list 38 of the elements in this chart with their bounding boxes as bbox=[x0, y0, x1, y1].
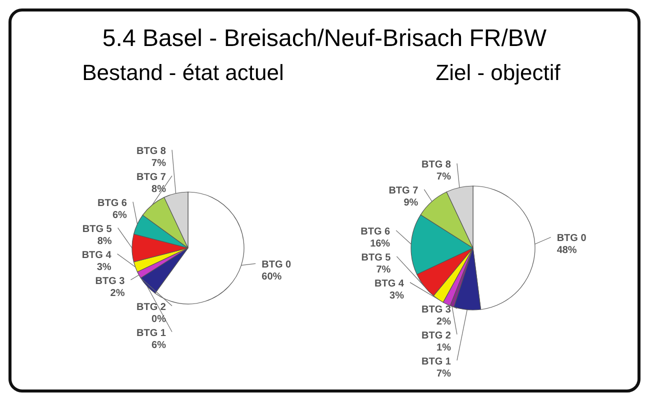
slice-label: BTG 1 bbox=[136, 328, 166, 339]
chart-subtitle: Bestand - état actuel bbox=[82, 60, 284, 85]
slice-label: BTG 5 bbox=[82, 224, 112, 235]
chart-title: 5.4 Basel - Breisach/Neuf-Brisach FR/BW bbox=[102, 25, 547, 52]
slice-label: BTG 2 bbox=[422, 330, 452, 342]
slice-label: BTG 8 bbox=[422, 159, 452, 170]
slice-label: BTG 3 bbox=[95, 276, 126, 287]
slice-label: BTG 6 bbox=[360, 226, 391, 238]
data-label: 1% bbox=[436, 342, 452, 354]
data-label: 6% bbox=[112, 210, 128, 221]
chart-subtitle: Ziel - objectif bbox=[436, 60, 562, 85]
slice-label: BTG 0 bbox=[262, 260, 292, 271]
slice-label: BTG 4 bbox=[374, 278, 404, 290]
data-label: 8% bbox=[97, 236, 112, 247]
data-label: 2% bbox=[110, 288, 125, 299]
slice-label: BTG 7 bbox=[388, 185, 419, 196]
data-label: 60% bbox=[262, 272, 282, 283]
data-label: 48% bbox=[556, 245, 577, 256]
category-label: BTG 2 bbox=[136, 302, 166, 313]
slice-label: BTG 5 bbox=[361, 252, 392, 264]
slice-label: BTG 8 bbox=[136, 146, 166, 157]
text: 0% bbox=[152, 314, 166, 325]
slice-label: BTG 3 bbox=[422, 304, 452, 316]
slice-label: BTG 6 bbox=[98, 198, 128, 209]
slice-label: BTG 7 bbox=[136, 172, 166, 183]
data-label: 7% bbox=[436, 171, 452, 182]
data-label: 7% bbox=[376, 264, 391, 276]
slice-label: BTG 4 bbox=[82, 250, 112, 261]
slice-label: BTG 1 bbox=[422, 356, 452, 368]
data-label: 7% bbox=[436, 368, 452, 380]
data-label: 7% bbox=[152, 158, 166, 169]
data-label: 6% bbox=[152, 340, 166, 351]
data-label: 16% bbox=[370, 238, 390, 250]
data-label: 2% bbox=[436, 316, 452, 328]
slice-label: BTG 0 bbox=[556, 233, 587, 244]
data-label: 3% bbox=[96, 262, 112, 273]
data-label: 3% bbox=[390, 290, 404, 302]
data-label: 9% bbox=[404, 197, 418, 208]
